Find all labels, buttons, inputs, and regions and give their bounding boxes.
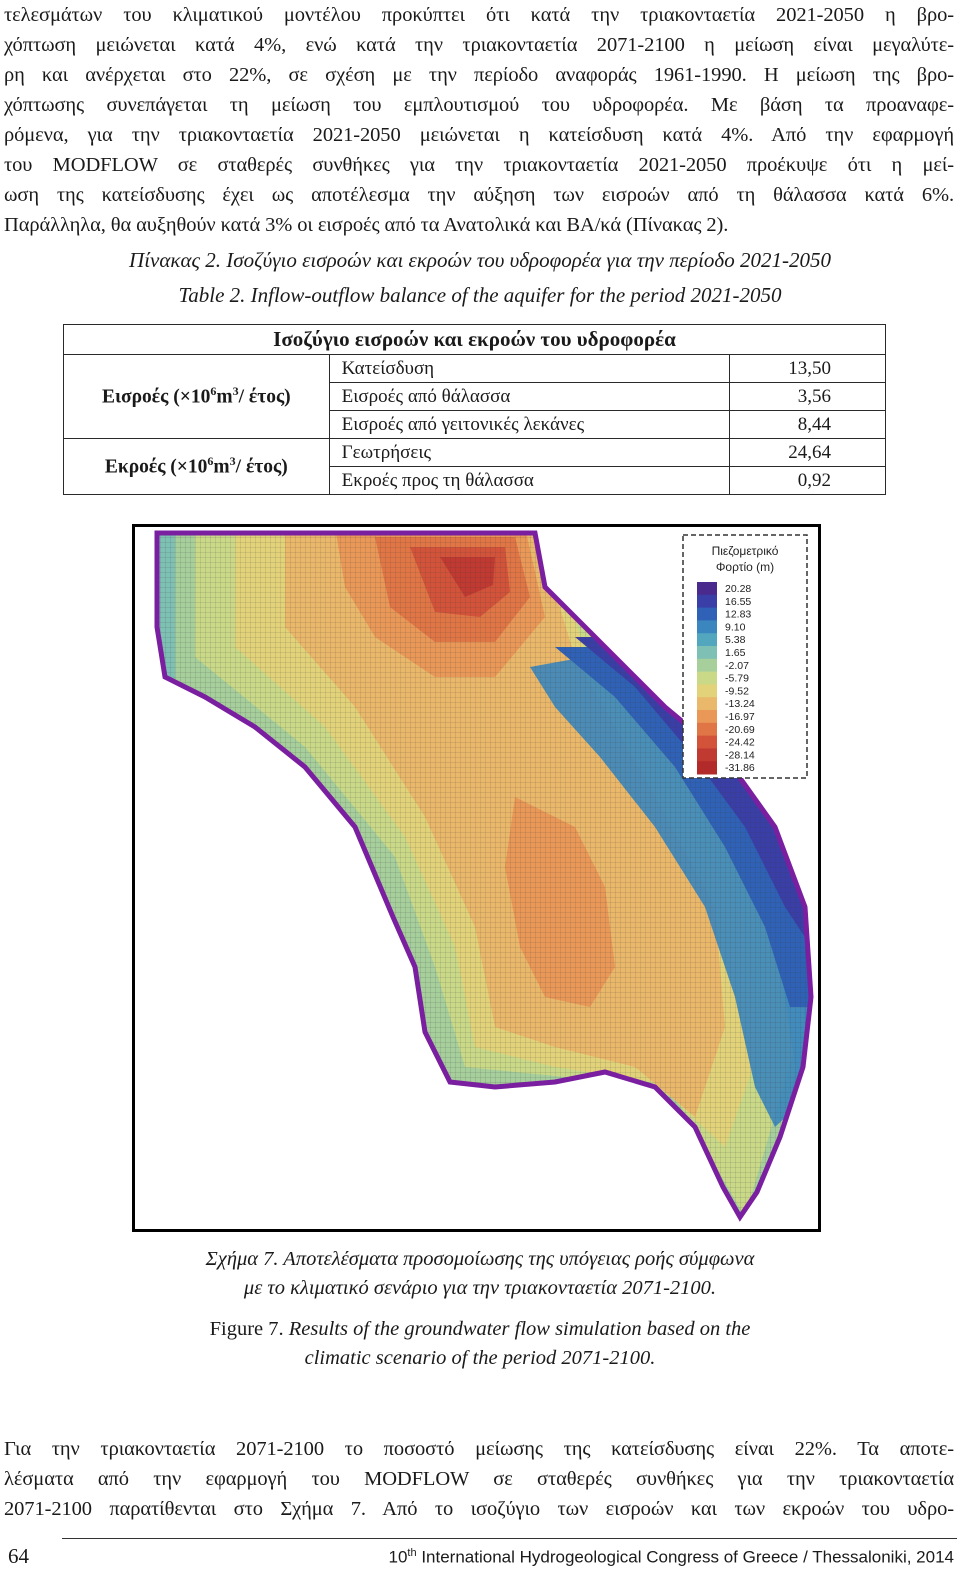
legend-swatch [697,735,717,749]
text-line: χόπτωση μειώνεται κατά 4%, ενώ κατά την … [4,34,954,56]
row-value: 8,44 [729,410,886,439]
table-row: Εισροές από θάλασσα 3,56 [64,382,886,411]
legend-swatch [697,671,717,685]
figure-caption-english-line1: Figure 7. Results of the groundwater flo… [0,1318,960,1341]
legend-label: -31.86 [725,762,755,774]
legend-swatch [697,633,717,647]
legend-label: 20.28 [725,583,751,595]
page-number: 64 [8,1544,29,1568]
piezometric-map: Πιεζομετρικό Φορτίο (m) 20.2816.5512.839… [154,530,814,1222]
legend-label: -28.14 [725,749,755,761]
text-line: ωση της κατείσδυσης έχει ως αποτέλεσμα τ… [4,184,954,206]
legend-swatch [697,646,717,660]
legend-items: 20.2816.5512.839.105.381.65-2.07-5.79-9.… [697,582,755,775]
row-label: Γεωτρήσεις [328,438,731,467]
legend-label: 12.83 [725,609,751,621]
legend-swatch [697,722,717,737]
table-row: Εκροές (×106m3/ έτος) Γεωτρήσεις 24,64 [63,438,886,495]
inflows-group-label: Εισροές (×106m3/ έτος) [63,354,330,439]
legend-swatch [697,607,717,621]
legend-label: -5.79 [725,673,749,685]
table-header: Ισοζύγιο εισροών και εκροών του υδροφορέ… [63,324,886,355]
figure-label: Figure 7. [209,1318,284,1340]
text-line: 2071-2100 παρατίθενται στο Σχήμα 7. Από … [4,1498,954,1520]
legend-swatch [697,620,717,634]
body-paragraph-top: τελεσμάτων του κλιματικού μοντέλου προκύ… [4,0,954,240]
legend-label: -20.69 [725,724,755,736]
legend-swatch [697,710,717,724]
text-line: τελεσμάτων του κλιματικού μοντέλου προκύ… [4,4,954,26]
legend-swatch [697,684,717,698]
footer-congress: 10th International Hydrogeological Congr… [388,1547,954,1567]
body-paragraph-bottom: Για την τριακονταετία 2071-2100 το ποσοσ… [4,1434,954,1524]
text-line: ρόμενα, για την τριακονταετία 2021-2050 … [4,124,954,146]
text-line: ρη και ανέρχεται στο 22%, σε σχέση με τη… [4,64,954,86]
legend-label: -13.24 [725,698,755,710]
text-line: Για την τριακονταετία 2071-2100 το ποσοσ… [4,1438,954,1460]
legend-label: 9.10 [725,621,746,633]
outflows-group-label: Εκροές (×106m3/ έτος) [63,438,330,495]
text-line: του MODFLOW σε σταθερές συνθήκες για την… [4,154,954,176]
row-label: Κατείσδυση [328,354,731,383]
legend-label: -9.52 [725,685,749,697]
row-value: 13,50 [729,354,886,383]
table-caption-english: Table 2. Inflow-outflow balance of the a… [178,283,782,307]
legend-swatch [697,761,717,775]
text-line: Παράλληλα, θα αυξηθούν κατά 3% οι εισροέ… [4,214,729,236]
table-row: Εκροές προς τη θάλασσα 0,92 [64,466,886,495]
legend-label: 1.65 [725,647,746,659]
legend-label: 5.38 [725,634,746,646]
text-line: χόπτωσης συνεπάγεται τη μείωση του εμπλο… [4,94,954,116]
balance-table: Ισοζύγιο εισροών και εκροών του υδροφορέ… [63,324,886,495]
legend-label: -2.07 [725,660,749,672]
figure-caption-english-text: Results of the groundwater flow simulati… [288,1318,751,1340]
legend-title-line1: Πιεζομετρικό [712,544,779,558]
row-value: 24,64 [729,438,886,467]
table-header-row: Ισοζύγιο εισροών και εκροών του υδροφορέ… [63,324,886,355]
legend-swatch [697,594,717,609]
legend-label: -24.42 [725,737,755,749]
legend: Πιεζομετρικό Φορτίο (m) 20.2816.5512.839… [682,534,808,779]
figure-caption-greek-line1: Σχήμα 7. Αποτελέσματα προσομοίωσης της υ… [205,1248,755,1270]
row-value: 0,92 [729,466,886,495]
figure-caption-english-line2: climatic scenario of the period 2071-210… [304,1347,656,1369]
table-caption-greek: Πίνακας 2. Ισοζύγιο εισροών και εκροών τ… [129,248,831,272]
legend-swatch [697,582,717,596]
text-line: λέσματα από την εφαρμογή του MODFLOW σε … [4,1468,954,1490]
legend-swatch [697,748,717,762]
legend-swatch [697,658,717,673]
row-value: 3,56 [729,382,886,411]
legend-label: -16.97 [725,711,755,723]
table-row: Εισροές (×106m3/ έτος) Κατείσδυση 13,50 [63,354,886,439]
row-label: Εισροές από γειτονικές λεκάνες [328,410,731,439]
legend-swatch [697,697,717,711]
row-label: Εκροές προς τη θάλασσα [328,466,731,495]
figure-caption-greek-line2: με το κλιματικό σενάριο για την τριακοντ… [243,1277,717,1299]
legend-title-line2: Φορτίο (m) [716,560,774,574]
row-label: Εισροές από θάλασσα [328,382,731,411]
footer-rule [62,1538,957,1539]
legend-label: 16.55 [725,596,751,608]
piezometric-map-figure: Πιεζομετρικό Φορτίο (m) 20.28 16.55 12.83 9… [132,524,821,1232]
